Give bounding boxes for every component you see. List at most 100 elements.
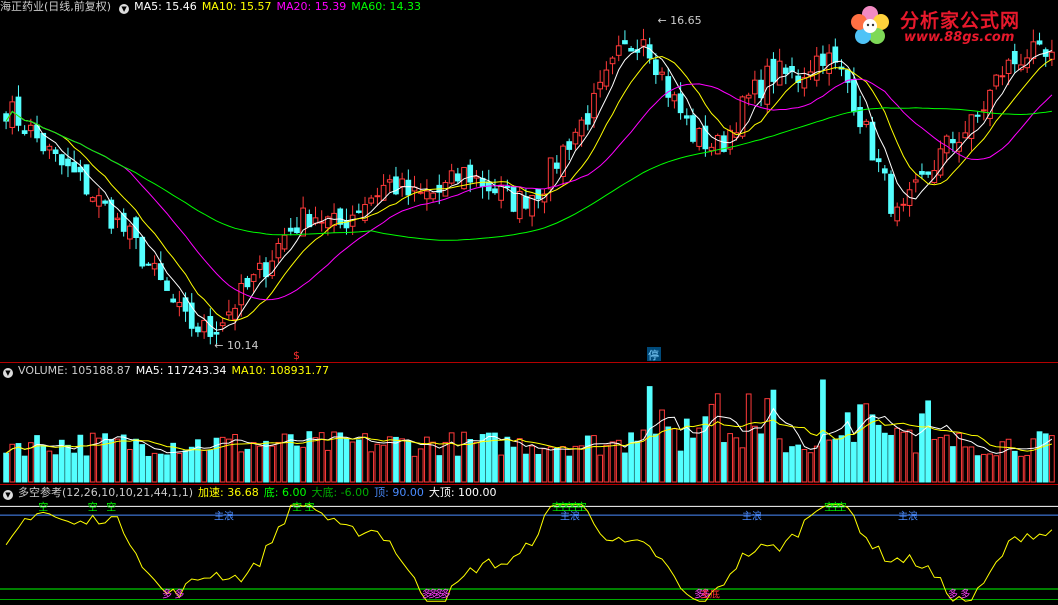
volume-bar — [640, 429, 647, 483]
candle-body — [263, 262, 269, 278]
candle-body — [393, 176, 399, 195]
volume-bar — [875, 424, 882, 483]
volume-bar — [510, 446, 517, 483]
volume-bar — [838, 435, 845, 483]
volume-bar — [355, 439, 362, 483]
candle-body — [77, 166, 84, 173]
collapse-icon[interactable]: ▼ — [119, 4, 130, 14]
volume-bar — [27, 442, 34, 483]
ma-label-0: MA5: 15.46 — [134, 0, 197, 13]
buy-marker: 多 — [422, 587, 432, 600]
volume-bar — [287, 434, 294, 483]
candle-body — [467, 164, 474, 183]
volume-bar — [758, 433, 764, 483]
candle-body — [745, 94, 752, 99]
indicator-name: 多空参考(12,26,10,10,21,44,1,1) — [18, 486, 194, 499]
volume-bar — [58, 439, 65, 483]
candle-body — [553, 162, 560, 169]
candle-body — [102, 200, 108, 204]
volume-bar — [127, 448, 133, 483]
volume-bar — [238, 451, 245, 483]
candle-body — [337, 208, 344, 225]
volume-bar — [318, 432, 325, 483]
volume-bar — [881, 432, 888, 483]
candle-body — [120, 212, 127, 232]
volume-bar — [46, 450, 53, 483]
volume-bar — [721, 442, 727, 483]
volume-bar — [139, 444, 146, 483]
candle-body — [139, 236, 146, 267]
event-flag: $ — [293, 349, 300, 362]
volume-bar — [461, 431, 467, 483]
volume-bar — [956, 432, 962, 483]
candle-body — [504, 185, 511, 188]
volume-bar — [597, 454, 604, 483]
candle-body — [950, 139, 956, 144]
candle-body — [919, 171, 925, 175]
candle-body — [677, 93, 684, 114]
volume-bar — [974, 455, 981, 483]
candle-body — [281, 234, 288, 250]
volume-bar — [584, 435, 591, 483]
candle-body — [912, 179, 919, 183]
sell-marker: 空 — [552, 500, 562, 513]
volume-bar — [566, 455, 573, 483]
volume-bar — [96, 437, 102, 483]
candle-body — [826, 52, 832, 74]
candle-body — [256, 262, 263, 270]
candle-body — [937, 148, 944, 176]
candle-body — [232, 307, 238, 320]
candle-body — [566, 141, 573, 150]
candle-body — [83, 164, 90, 195]
volume-bar — [374, 443, 381, 483]
candle-body — [752, 79, 758, 95]
volume-bar — [572, 445, 579, 483]
volume-bar — [454, 455, 461, 483]
volume-bar — [343, 437, 350, 483]
volume-bar — [40, 444, 47, 483]
buy-marker: 多 — [434, 587, 444, 600]
candle-body — [776, 60, 783, 86]
volume-bar — [931, 438, 938, 483]
candle-body — [71, 162, 78, 173]
volume-bar — [869, 414, 876, 483]
candle-body — [207, 316, 214, 337]
candle-body — [547, 157, 554, 190]
volume-bar — [65, 444, 71, 483]
candle-body — [306, 213, 313, 228]
volume-bar — [386, 436, 393, 483]
collapse-icon[interactable]: ▼ — [3, 490, 13, 500]
volume-bar — [727, 433, 733, 483]
candle-body — [145, 263, 152, 266]
candle-body — [987, 89, 993, 119]
candle-body — [696, 128, 703, 147]
stock-title: 海正药业(日线,前复权) — [0, 0, 112, 13]
volume-bar — [269, 445, 276, 483]
candle-body — [609, 57, 616, 65]
candle-body — [980, 109, 987, 112]
volume-bar — [900, 431, 907, 483]
ma20-line — [5, 78, 1053, 301]
candle-body — [529, 194, 535, 217]
candle-body — [597, 81, 604, 90]
volume-bar — [294, 445, 300, 483]
volume-bar — [362, 433, 368, 483]
collapse-icon[interactable]: ▼ — [3, 368, 13, 378]
volume-bar — [399, 438, 405, 483]
volume-bar — [1030, 438, 1037, 483]
candle-body — [430, 192, 436, 200]
acceleration-line — [5, 504, 1053, 602]
candle-body — [1011, 51, 1018, 65]
volume-bar — [337, 432, 344, 483]
volume-bar — [436, 455, 443, 483]
candle-body — [52, 149, 59, 155]
candle-body — [269, 260, 276, 277]
candle-body — [89, 197, 96, 202]
volume-label-2: MA10: 108931.77 — [231, 364, 330, 377]
candle-body — [999, 75, 1006, 78]
volume-bar — [683, 418, 690, 483]
candle-body — [603, 69, 610, 87]
volume-bar — [950, 446, 956, 483]
site-logo: 分析家公式网 www.88gs.com — [844, 2, 1054, 48]
